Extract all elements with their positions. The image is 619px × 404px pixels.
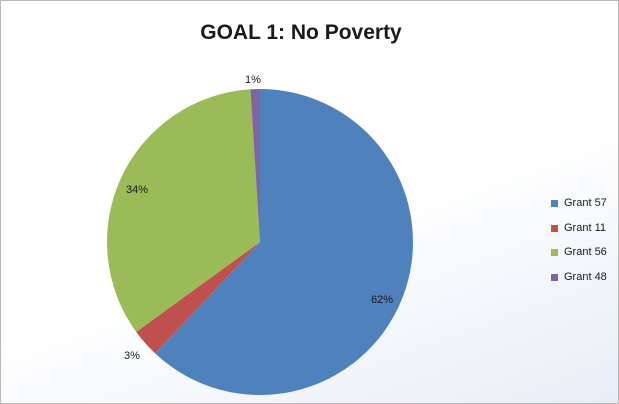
data-label-grant-48: 1% <box>245 74 261 86</box>
pie-slice-grant-56 <box>107 89 261 332</box>
legend-swatch <box>551 200 558 207</box>
data-label-grant-56: 34% <box>126 184 148 196</box>
chart-legend: Grant 57 Grant 11 Grant 56 Grant 48 <box>551 197 607 295</box>
pie-slice-grant-11 <box>136 242 260 354</box>
legend-item-grant-56: Grant 56 <box>551 246 607 271</box>
data-label-grant-57: 62% <box>371 294 393 306</box>
legend-swatch <box>551 273 558 281</box>
pie-slice-grant-48 <box>250 89 260 242</box>
legend-label: Grant 11 <box>564 221 606 234</box>
legend-item-grant-48: Grant 48 <box>551 271 607 296</box>
legend-swatch <box>551 224 558 232</box>
legend-item-grant-11: Grant 11 <box>551 222 607 247</box>
legend-label: Grant 48 <box>564 270 607 283</box>
legend-label: Grant 56 <box>564 246 607 258</box>
legend-swatch <box>551 249 558 256</box>
data-label-grant-11: 3% <box>124 350 140 362</box>
chart-title: GOAL 1: No Poverty <box>200 21 402 44</box>
legend-item-grant-57: Grant 57 <box>551 197 607 222</box>
pie-slice-grant-57 <box>155 89 414 395</box>
legend-label: Grant 57 <box>564 197 607 209</box>
